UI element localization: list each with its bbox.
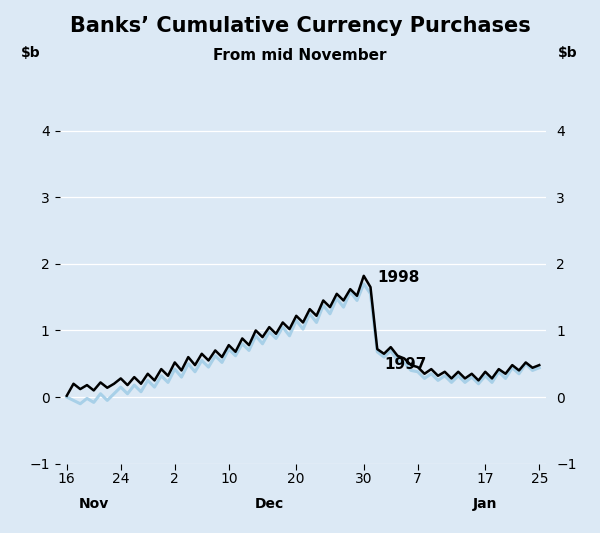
Text: Nov: Nov xyxy=(79,497,109,511)
Text: From mid November: From mid November xyxy=(213,48,387,63)
Text: $b: $b xyxy=(21,46,41,60)
Text: 1997: 1997 xyxy=(384,357,427,372)
Text: 1998: 1998 xyxy=(377,270,419,286)
Text: Banks’ Cumulative Currency Purchases: Banks’ Cumulative Currency Purchases xyxy=(70,16,530,36)
Text: Jan: Jan xyxy=(473,497,497,511)
Text: Dec: Dec xyxy=(254,497,284,511)
Text: $b: $b xyxy=(558,46,578,60)
